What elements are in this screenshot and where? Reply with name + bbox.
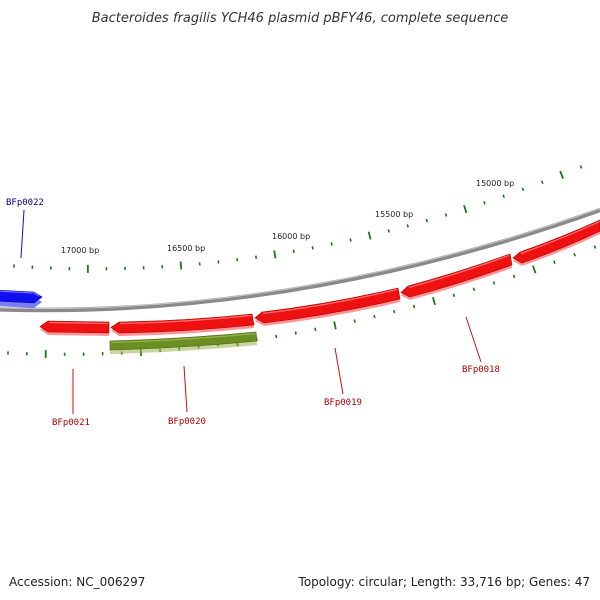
tick-row-outer [13,165,583,273]
feature-olive[interactable] [109,331,258,354]
tick-label-15500: 15500 bp [375,210,413,219]
tick-mark [432,296,436,306]
tick-mark [512,274,516,279]
leader-bfp0018 [465,316,482,363]
gene-bfp0020[interactable] [110,313,255,336]
gene-label-bfp0019: BFp0019 [324,398,362,408]
tick-label-16500: 16500 bp [167,244,205,253]
tick-mark [311,246,314,250]
tick-mark [179,261,183,270]
tick-mark [333,321,337,330]
tick-mark [463,204,468,214]
tick-mark [314,327,317,332]
tick-mark [492,281,496,285]
tick-mark [502,194,505,199]
tick-mark [521,187,525,192]
gene-bfp0019[interactable] [254,287,401,326]
gene-bfp0022[interactable] [0,289,43,308]
tick-mark [387,229,390,233]
tick-mark [367,231,372,240]
tick-mark [412,304,416,309]
tick-mark [540,180,544,185]
gene-label-bfp0020: BFp0020 [168,417,206,427]
tick-mark [573,253,577,257]
tick-mark [444,213,448,217]
tick-mark [559,170,564,179]
tick-label-15000: 15000 bp [476,179,514,188]
tick-mark [406,224,409,228]
leader-bfp0022 [20,209,25,259]
tick-mark [472,287,476,292]
tick-label-17000: 17000 bp [61,246,99,255]
tick-mark [353,319,356,323]
accession-text: Accession: NC_006297 [9,575,146,589]
tick-mark [593,245,597,249]
tick-mark [579,165,583,169]
tick-mark [373,314,376,319]
tick-mark [532,265,537,274]
tick-mark [275,334,278,339]
tick-mark [292,249,295,253]
tick-mark [330,242,333,246]
leader-bfp0020 [183,365,188,413]
backbone-arc [0,207,600,313]
tick-mark [294,331,297,335]
tick-mark [349,238,352,242]
gene-segment-right[interactable] [512,219,600,266]
tick-mark [483,201,486,205]
backbone-highlight [0,208,600,309]
gene-label-bfp0018: BFp0018 [462,365,500,375]
topology-summary: Topology: circular; Length: 33,716 bp; G… [298,575,590,589]
tick-mark [452,293,456,298]
gene-label-bfp0021: BFp0021 [52,418,90,428]
tick-mark [273,250,277,259]
leader-bfp0019 [334,347,344,395]
tick-label-16000: 16000 bp [272,232,310,241]
gene-bfp0018[interactable] [400,253,513,300]
map-title: Bacteroides fragilis YCH46 plasmid pBFY4… [92,11,508,26]
gene-label-bfp0022: BFp0022 [6,198,44,208]
tick-mark [425,218,429,223]
tick-mark [553,260,556,265]
tick-mark [393,309,396,314]
gene-bfp0021[interactable] [39,320,110,336]
